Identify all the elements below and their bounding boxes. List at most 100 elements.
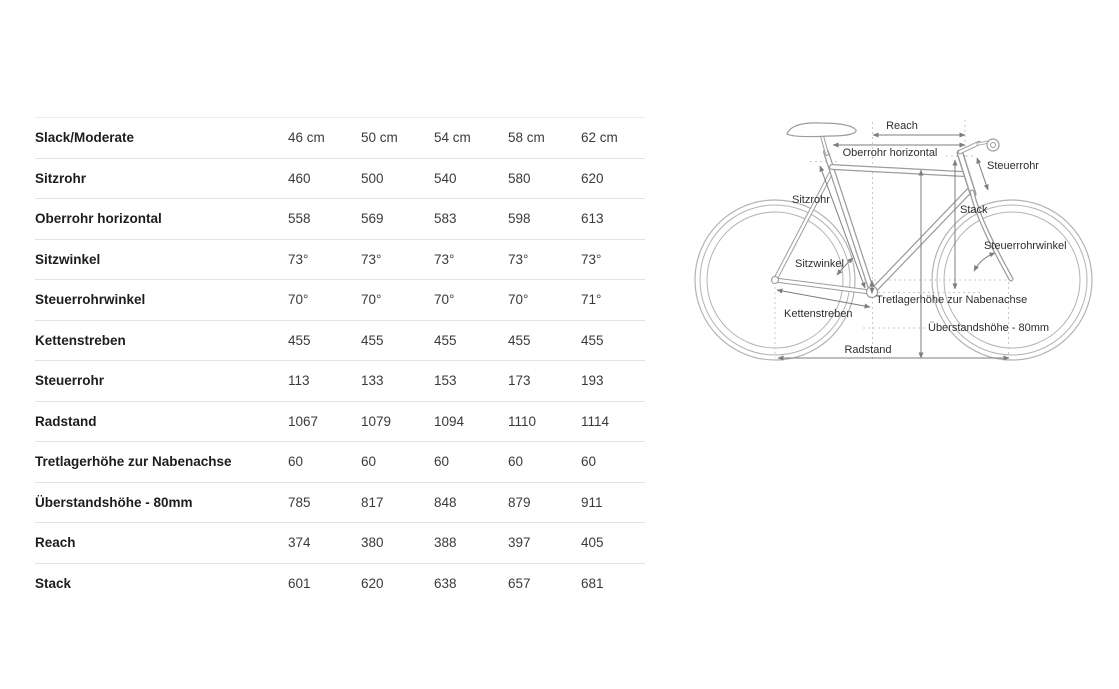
- column-header: 46 cm: [288, 130, 325, 145]
- row-value: 380: [361, 535, 384, 550]
- steuerrohrwinkel-arc: [973, 252, 996, 272]
- table-row: Reach 374 380 388 397 405: [35, 523, 645, 564]
- row-label: Oberrohr horizontal: [35, 211, 162, 226]
- row-value: 71°: [581, 292, 602, 307]
- column-header: 58 cm: [508, 130, 545, 145]
- row-value: 601: [288, 575, 311, 591]
- row-value: 397: [508, 535, 531, 550]
- row-label: Sitzrohr: [35, 170, 87, 186]
- row-label: Überstandshöhe - 80mm: [35, 494, 193, 510]
- bike-geometry-diagram: Reach Oberrohr horizontal Steuerrohr Sit…: [694, 120, 1093, 361]
- row-value: 173: [508, 373, 531, 388]
- row-label: Tretlagerhöhe zur Nabenachse: [35, 454, 232, 469]
- table-row: Steuerrohrwinkel 70° 70° 70° 70° 71°: [35, 280, 645, 321]
- row-label: Stack: [35, 575, 72, 591]
- table-row: Sitzrohr 460 500 540 580 620: [35, 159, 645, 199]
- row-value: 583: [434, 211, 457, 226]
- sitzrohr-arrow: [819, 165, 866, 289]
- column-header: 54 cm: [434, 130, 471, 145]
- row-value: 1114: [581, 413, 610, 429]
- row-value: 500: [361, 170, 384, 186]
- row-value: 60: [361, 454, 377, 469]
- row-value: 70°: [434, 292, 455, 307]
- row-label: Sitzwinkel: [35, 251, 101, 267]
- reach-label: Reach: [886, 120, 918, 132]
- row-label: Radstand: [35, 413, 97, 429]
- row-value: 569: [361, 211, 384, 226]
- row-value: 73°: [434, 251, 455, 267]
- row-value: 455: [361, 332, 384, 348]
- row-value: 785: [288, 494, 311, 510]
- row-value: 455: [434, 332, 457, 348]
- row-value: 73°: [361, 251, 382, 267]
- row-value: 1067: [288, 413, 319, 429]
- row-value: 911: [581, 494, 603, 510]
- row-value: 681: [581, 575, 604, 591]
- geometry-table: Slack/Moderate 46 cm 50 cm 54 cm 58 cm 62 cm…: [35, 117, 645, 603]
- handlebar-icon: [986, 138, 1000, 152]
- stack-label: Stack: [960, 204, 988, 216]
- row-value: 70°: [361, 292, 382, 307]
- row-label: Steuerrohr: [35, 373, 105, 388]
- column-header: 50 cm: [361, 130, 398, 145]
- row-value: 60: [581, 454, 597, 469]
- table-row: Steuerrohr 113 133 153 173 193: [35, 361, 645, 402]
- row-value: 455: [508, 332, 531, 348]
- table-row: Tretlagerhöhe zur Nabenachse 60 60 60 60 60: [35, 442, 645, 483]
- row-value: 405: [581, 535, 604, 550]
- radstand-label: Radstand: [844, 344, 891, 356]
- sitzwinkel-label: Sitzwinkel: [795, 258, 844, 270]
- row-value: 1094: [434, 413, 465, 429]
- row-value: 817: [361, 494, 384, 510]
- row-value: 455: [288, 332, 311, 348]
- oberrohr-label: Oberrohr horizontal: [843, 147, 938, 159]
- row-value: 73°: [581, 251, 602, 267]
- row-value: 73°: [508, 251, 529, 267]
- kettenstreben-label: Kettenstreben: [784, 308, 853, 320]
- row-value: 193: [581, 373, 604, 388]
- row-label: Reach: [35, 535, 76, 550]
- row-value: 73°: [288, 251, 309, 267]
- diagram-labels: Reach Oberrohr horizontal Steuerrohr Sit…: [784, 120, 1067, 356]
- row-label: Kettenstreben: [35, 332, 126, 348]
- sitzwinkel-arc: [836, 257, 854, 276]
- row-value: 598: [508, 211, 531, 226]
- row-value: 70°: [288, 292, 309, 307]
- sitzrohr-label: Sitzrohr: [792, 194, 830, 206]
- row-value: 540: [434, 170, 457, 186]
- row-value: 638: [434, 575, 457, 591]
- row-value: 388: [434, 535, 457, 550]
- ueberstandshoehe-label: Überstandshöhe - 80mm: [928, 322, 1049, 334]
- row-value: 60: [434, 454, 450, 469]
- row-value: 620: [581, 170, 604, 186]
- steuerrohr-arrow: [976, 157, 989, 191]
- row-value: 374: [288, 535, 311, 550]
- table-header-label: Slack/Moderate: [35, 130, 135, 145]
- table-row: Oberrohr horizontal 558 569 583 598 613: [35, 199, 645, 240]
- rear-dropout-icon: [770, 275, 780, 285]
- steuerrohrwinkel-label: Steuerrohrwinkel: [984, 240, 1067, 252]
- row-label: Steuerrohrwinkel: [35, 292, 146, 307]
- row-value: 1079: [361, 413, 392, 429]
- table-row: Sitzwinkel 73° 73° 73° 73° 73°: [35, 240, 645, 280]
- column-header: 62 cm: [581, 130, 618, 145]
- row-value: 153: [434, 373, 457, 388]
- kettenstreben-arrow: [776, 288, 871, 309]
- table-row: Stack 601 620 638 657 681: [35, 564, 645, 604]
- row-value: 70°: [508, 292, 529, 307]
- row-value: 558: [288, 211, 311, 226]
- row-value: 580: [508, 170, 531, 186]
- row-value: 1110: [508, 413, 537, 429]
- table-row: Überstandshöhe - 80mm 785 817 848 879 911: [35, 483, 645, 523]
- row-value: 455: [581, 332, 604, 348]
- saddle-icon: [786, 122, 857, 138]
- row-value: 60: [288, 454, 304, 469]
- row-value: 113: [288, 373, 310, 388]
- row-value: 848: [434, 494, 457, 510]
- row-value: 133: [361, 373, 384, 388]
- row-value: 60: [508, 454, 524, 469]
- row-value: 613: [581, 211, 604, 226]
- row-value: 879: [508, 494, 531, 510]
- table-row: Radstand 1067 1079 1094 1110 1114: [35, 402, 645, 442]
